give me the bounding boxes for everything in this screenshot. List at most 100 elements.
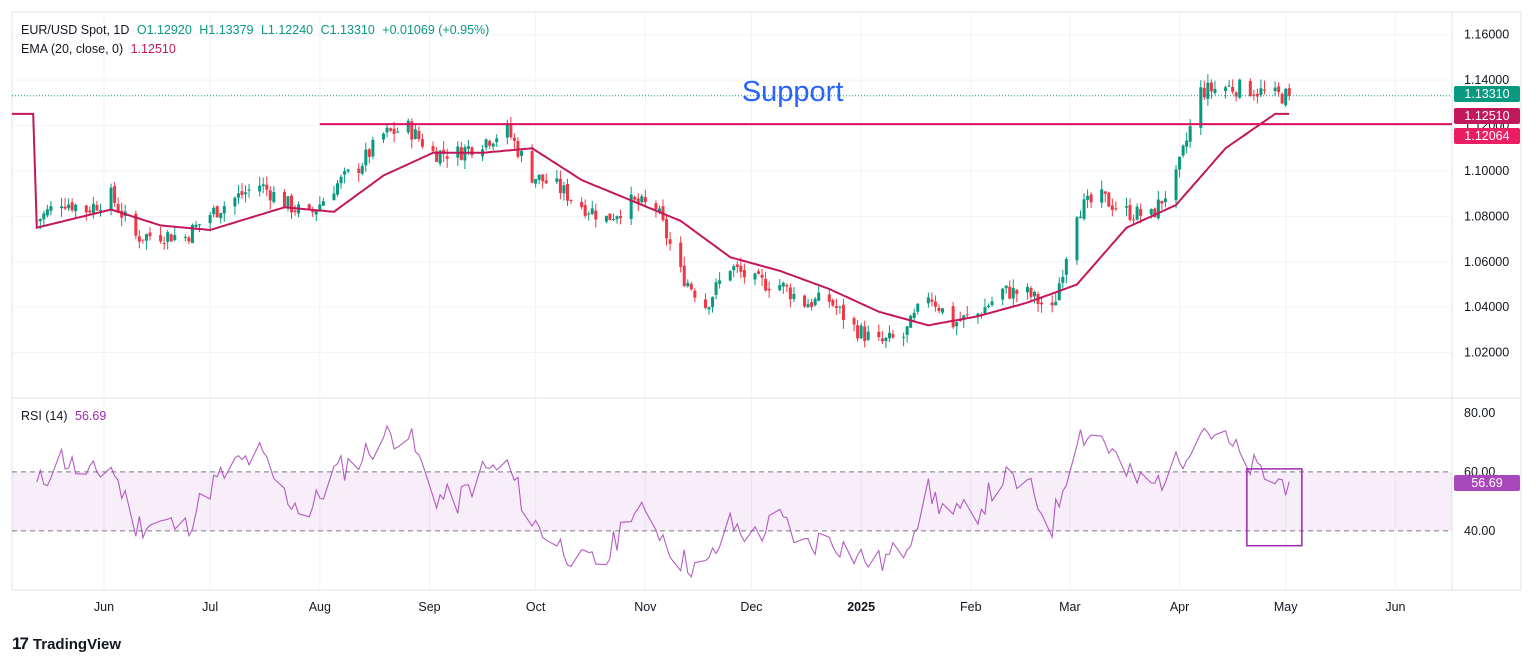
candle-body [937,307,941,312]
candle-body [166,232,170,242]
candle-body [887,332,891,339]
candle-body [1178,156,1182,170]
candle-body [930,299,934,302]
candle-body [1011,287,1015,299]
candle-body [219,212,223,219]
candle-body [113,186,117,203]
ohlc-legend: EUR/USD Spot, 1D O1.12920 H1.13379 L1.12… [21,23,493,37]
time-tick-label: 2025 [847,600,875,614]
candle-body [49,206,53,211]
last-price-tag: 1.13310 [1454,85,1520,102]
candle-body [941,308,945,313]
candle-body [902,336,906,338]
candle-body [1114,208,1118,210]
tradingview-logo-icon: 17 [12,634,29,653]
candle-body [488,140,492,146]
candle-body [686,282,690,287]
candle-body [813,298,817,306]
candle-body [417,130,421,140]
rsi-tick-label: 80.00 [1464,406,1495,420]
candle-body [689,283,693,290]
candle-body [392,128,396,134]
candle-body [604,215,608,222]
candle-body [420,139,424,147]
candle-body [806,304,810,308]
candle-body [70,202,74,211]
candle-body [1100,189,1104,203]
candle-body [742,270,746,278]
candle-body [1252,94,1256,96]
candle-body [764,278,768,291]
candle-body [261,184,265,187]
candle-body [1160,200,1164,204]
candle-body [665,219,669,239]
candle-body [933,301,937,307]
candle-body [258,185,262,192]
candle-body [990,301,994,306]
candle-body [877,331,881,338]
candle-body [555,178,559,182]
time-tick-label: Dec [740,600,762,614]
candle-body [657,208,661,212]
candle-body [732,266,736,271]
candle-body [955,322,959,327]
candle-body [371,139,375,157]
candle-body [88,210,92,213]
candle-body [831,299,835,306]
candle-body [987,305,991,308]
candle-body [1128,205,1132,220]
time-tick-label: Feb [960,600,982,614]
symbol-label[interactable]: EUR/USD Spot, 1D [21,23,130,37]
candle-body [654,203,658,210]
candle-body [817,292,821,301]
candle-body [958,320,962,322]
candle-body [1050,302,1054,306]
candle-body [1248,81,1252,97]
ema-legend[interactable]: EMA (20, close, 0) 1.12510 [21,42,180,56]
candle-body [962,315,966,321]
candle-body [558,178,562,194]
candle-body [841,304,845,321]
candle-body [859,325,863,339]
candle-body [336,183,340,195]
ema-value: 1.12510 [130,42,176,56]
candles [35,74,1291,349]
candle-body [1255,93,1259,97]
candle-body [1287,88,1291,96]
candle-body [753,273,757,280]
candle-body [109,187,113,211]
candle-body [891,333,895,338]
candle-body [134,213,138,236]
candle-body [1273,87,1277,92]
candle-body [1277,86,1281,93]
candle-body [332,193,336,201]
candle-body [187,237,191,242]
candle-body [505,122,509,138]
candle-body [636,198,640,204]
candle-body [236,193,240,198]
rsi-legend[interactable]: RSI (14) 56.69 [21,409,110,423]
candle-body [1163,198,1167,203]
candle-body [1280,93,1284,104]
candle-body [679,242,683,268]
candle-body [703,299,707,308]
price-tick-label: 1.14000 [1464,73,1509,87]
candle-body [714,282,718,295]
price-tick-label: 1.02000 [1464,346,1509,360]
candle-body [718,280,722,284]
candle-body [629,194,633,219]
candle-body [905,326,909,335]
annotations: Support [319,76,1452,547]
candle-body [410,121,414,140]
candle-body [1227,85,1231,87]
candle-body [619,215,623,219]
candle-body [491,143,495,147]
candle-body [537,174,541,180]
ema-price-tag: 1.12510 [1454,107,1520,124]
tradingview-branding[interactable]: 17 TradingView [12,634,121,654]
candle-body [512,137,516,141]
candle-body [587,213,591,215]
time-tick-label: Sep [418,600,440,614]
candle-body [983,307,987,314]
